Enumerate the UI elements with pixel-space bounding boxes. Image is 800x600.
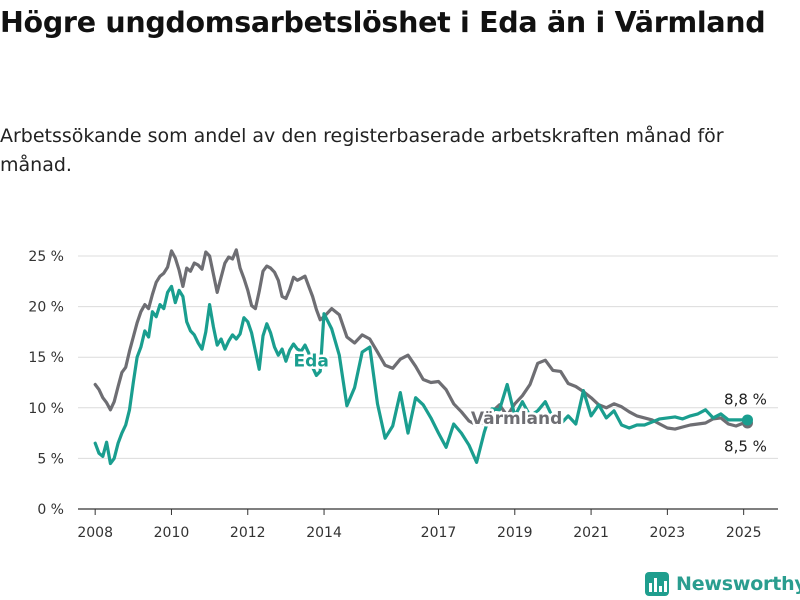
series-line-v-rmland	[93, 248, 750, 431]
x-tick-label: 2021	[573, 525, 609, 541]
y-tick-label: 5 %	[37, 451, 64, 467]
y-tick-label: 10 %	[28, 401, 64, 417]
series-line-eda	[93, 284, 750, 466]
x-tick-label: 2025	[726, 525, 762, 541]
y-tick-label: 25 %	[28, 249, 64, 265]
series-label-varmland-halo: Värmland	[471, 409, 562, 429]
line-chart: 0 %5 %10 %15 %20 %25 % 2008 2010 2012 2014 2…	[28, 248, 778, 541]
y-tick-label: 20 %	[28, 300, 64, 316]
series-label-varmland: Värmland	[471, 409, 562, 429]
series-label-eda: Eda	[294, 351, 329, 371]
x-tick-label: 2023	[650, 525, 686, 541]
y-axis: 0 % 5 % 10 % 15 % 20 % 25 %	[28, 249, 64, 518]
series-lines	[93, 248, 753, 466]
end-value-varmland: 8,5 %	[724, 437, 767, 455]
x-tick-label: 2019	[497, 525, 533, 541]
grid-lines	[78, 255, 778, 459]
bar-chart-icon	[645, 572, 669, 596]
chart-subtitle: Arbetssökande som andel av den registerb…	[0, 125, 724, 176]
series-label-eda-halo: Eda	[294, 351, 329, 371]
x-tick-label: 2008	[77, 525, 113, 541]
x-tick-label: 2017	[421, 525, 457, 541]
x-tick-label: 2010	[154, 525, 190, 541]
x-axis-ticks: 2008 2010 2012 2014 2017 2019 2021 2023 2025	[77, 509, 761, 541]
x-tick-label: 2014	[306, 525, 342, 541]
y-tick-label: 0 %	[37, 502, 64, 518]
y-tick-label: 15 %	[28, 350, 64, 366]
end-value-eda: 8,8 %	[724, 391, 767, 409]
newsworthy-logo[interactable]: Newsworthy	[645, 569, 800, 599]
brand-name: Newsworthy	[676, 573, 800, 595]
chart-title: Högre ungdomsarbetslöshet i Eda än i Vär…	[0, 6, 766, 39]
x-tick-label: 2012	[230, 525, 266, 541]
end-point	[741, 414, 753, 426]
